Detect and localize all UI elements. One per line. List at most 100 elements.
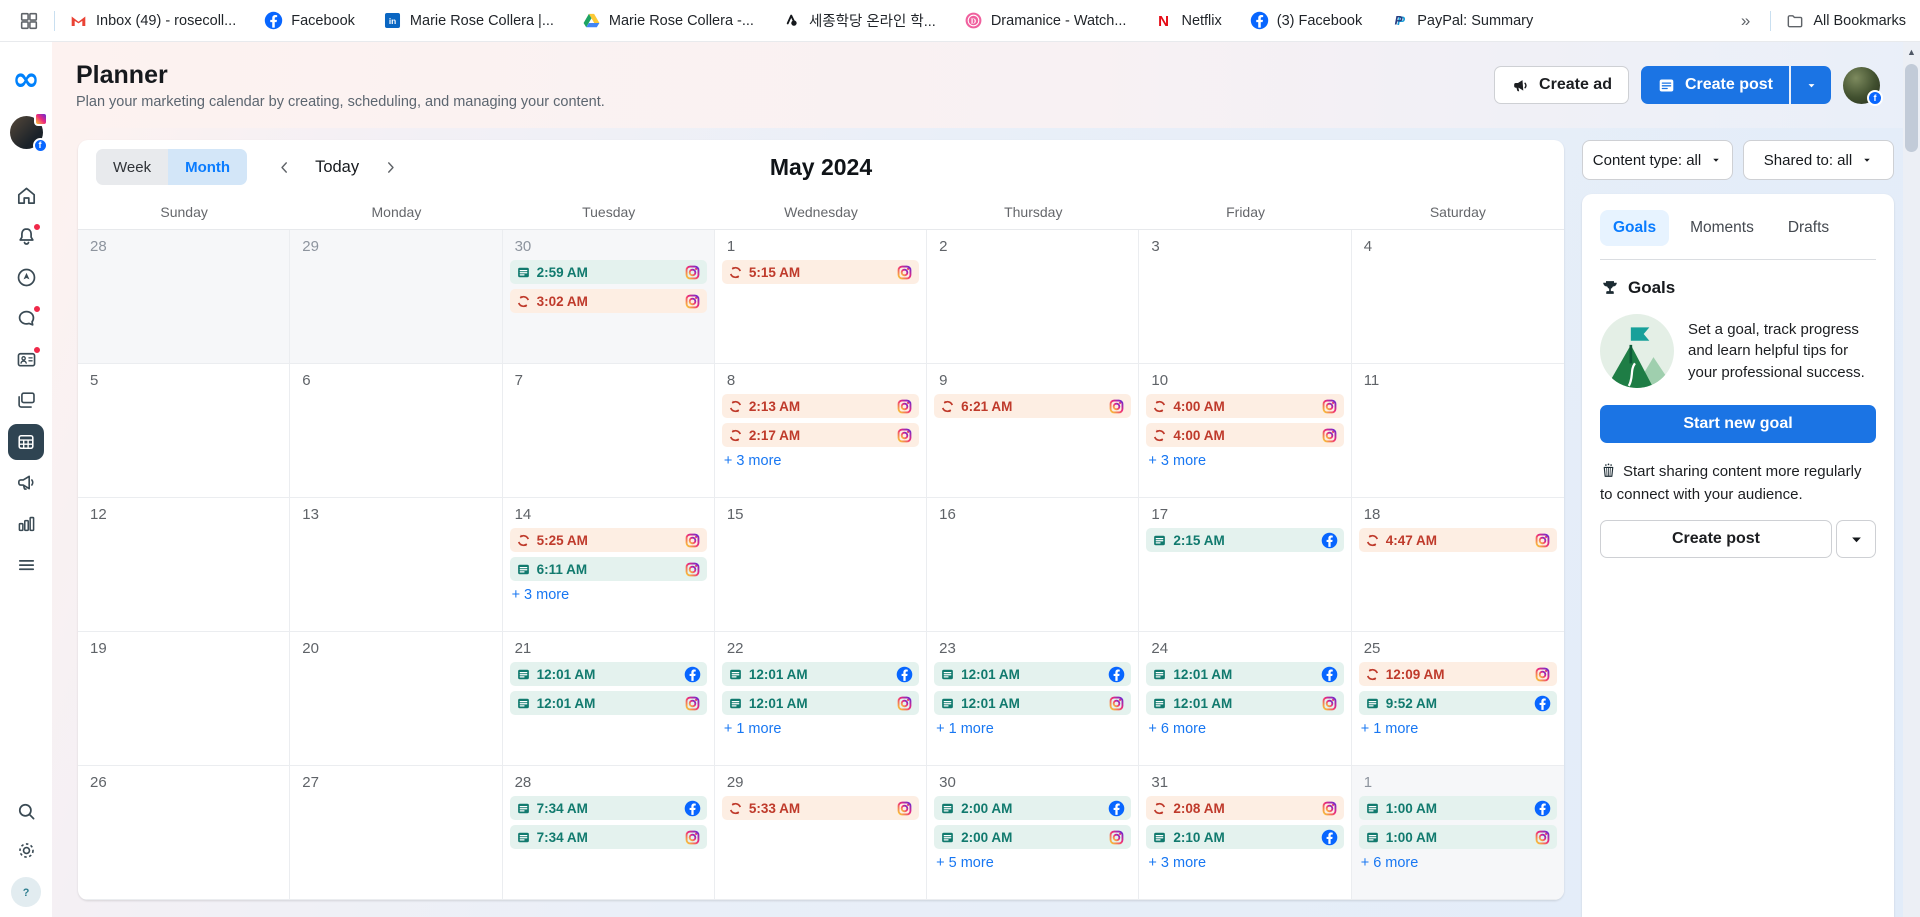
calendar-event[interactable]: 2:10 AM	[1146, 825, 1344, 849]
more-events-link[interactable]: + 3 more	[723, 453, 782, 469]
calendar-event[interactable]: 12:09 AM	[1358, 662, 1557, 686]
create-post-secondary-dropdown-button[interactable]	[1836, 520, 1876, 558]
more-events-link[interactable]: + 6 more	[1148, 721, 1207, 737]
scrollbar-track[interactable]: ▲	[1903, 42, 1920, 917]
calendar-event[interactable]: 6:21 AM	[934, 394, 1132, 418]
create-ad-button[interactable]: Create ad	[1494, 66, 1629, 104]
sidebar-item-planner[interactable]	[7, 421, 45, 462]
calendar-event[interactable]: 2:08 AM	[1146, 796, 1344, 820]
today-button[interactable]: Today	[301, 158, 373, 177]
bookmark-item[interactable]: (3) Facebook	[1250, 11, 1362, 30]
calendar-day-cell[interactable]: 30 2:00 AM 2:00 AM + 5 more	[927, 766, 1140, 900]
business-avatar[interactable]: f	[9, 112, 48, 153]
calendar-day-cell[interactable]: 11	[1351, 364, 1564, 498]
calendar-day-cell[interactable]: 14 5:25 AM 6:11 AM + 3 more	[502, 498, 715, 632]
calendar-day-cell[interactable]: 4	[1351, 230, 1564, 364]
calendar-event[interactable]: 5:25 AM	[509, 528, 707, 552]
bookmark-item[interactable]: in Marie Rose Collera |...	[383, 11, 554, 30]
calendar-day-cell[interactable]: 10 4:00 AM 4:00 AM + 3 more	[1139, 364, 1352, 498]
calendar-event[interactable]: 12:01 AM	[934, 662, 1132, 686]
calendar-event[interactable]: 2:59 AM	[509, 260, 707, 284]
sidebar-item-search[interactable]	[7, 799, 45, 823]
sidebar-item-boost[interactable]	[7, 257, 45, 298]
bookmark-item[interactable]: D Dramanice - Watch...	[964, 11, 1126, 30]
sidebar-item-home[interactable]	[7, 175, 45, 216]
calendar-event[interactable]: 12:01 AM	[934, 691, 1132, 715]
sidebar-item-settings[interactable]	[7, 838, 45, 862]
more-events-link[interactable]: + 1 more	[936, 721, 994, 737]
calendar-event[interactable]: 4:00 AM	[1146, 423, 1344, 447]
calendar-day-cell[interactable]: 7	[502, 364, 715, 498]
calendar-day-cell[interactable]: 31 2:08 AM 2:10 AM + 3 more	[1139, 766, 1352, 900]
more-events-link[interactable]: + 5 more	[936, 855, 994, 871]
calendar-event[interactable]: 2:17 AM	[721, 423, 920, 447]
week-toggle[interactable]: Week	[96, 149, 169, 185]
tab-moments[interactable]: Moments	[1677, 210, 1767, 246]
calendar-day-cell[interactable]: 13	[290, 498, 503, 632]
scrollbar-thumb[interactable]	[1905, 64, 1918, 152]
sidebar-item-content[interactable]	[7, 380, 45, 421]
calendar-day-cell[interactable]: 8 2:13 AM 2:17 AM + 3 more	[714, 364, 928, 498]
calendar-event[interactable]: 5:33 AM	[721, 796, 920, 820]
month-toggle[interactable]: Month	[168, 149, 248, 185]
calendar-day-cell[interactable]: 15	[714, 498, 928, 632]
calendar-day-cell[interactable]: 2	[927, 230, 1140, 364]
more-events-link[interactable]: + 3 more	[1148, 453, 1207, 469]
next-month-button[interactable]	[373, 150, 407, 184]
calendar-event[interactable]: 1:00 AM	[1358, 796, 1557, 820]
content-type-filter[interactable]: Content type: all	[1582, 140, 1733, 180]
bookmark-item[interactable]: Facebook	[264, 11, 355, 30]
create-post-button[interactable]: Create post	[1640, 66, 1789, 104]
calendar-event[interactable]: 12:01 AM	[509, 662, 707, 686]
calendar-event[interactable]: 1:00 AM	[1358, 825, 1557, 849]
sidebar-item-all-tools[interactable]	[7, 544, 45, 585]
calendar-event[interactable]: 2:00 AM	[934, 825, 1132, 849]
calendar-day-cell[interactable]: 18 4:47 AM	[1351, 498, 1564, 632]
bookmark-item[interactable]: 세종학당 온라인 학...	[782, 10, 936, 31]
sidebar-item-help[interactable]: ?	[11, 877, 41, 907]
calendar-event[interactable]: 12:01 AM	[721, 691, 920, 715]
calendar-day-cell[interactable]: 20	[290, 632, 503, 766]
apps-grid-icon[interactable]	[18, 10, 40, 32]
calendar-day-cell[interactable]: 23 12:01 AM 12:01 AM + 1 more	[927, 632, 1140, 766]
calendar-event[interactable]: 12:01 AM	[1146, 691, 1344, 715]
sidebar-item-notifications[interactable]	[7, 216, 45, 257]
calendar-day-cell[interactable]: 19	[78, 632, 291, 766]
bookmark-item[interactable]: N Netflix	[1154, 11, 1222, 31]
calendar-event[interactable]: 12:01 AM	[1146, 662, 1344, 686]
more-events-link[interactable]: + 3 more	[1148, 855, 1207, 871]
calendar-event[interactable]: 7:34 AM	[509, 825, 707, 849]
calendar-day-cell[interactable]: 6	[290, 364, 503, 498]
calendar-event[interactable]: 9:52 AM	[1358, 691, 1557, 715]
calendar-event[interactable]: 12:01 AM	[509, 691, 707, 715]
calendar-event[interactable]: 6:11 AM	[509, 557, 707, 581]
calendar-day-cell[interactable]: 29 5:33 AM	[714, 766, 928, 900]
all-bookmarks-label[interactable]: All Bookmarks	[1813, 12, 1906, 29]
more-events-link[interactable]: + 6 more	[1360, 855, 1419, 871]
bookmarks-overflow-chevron[interactable]: »	[1740, 10, 1751, 30]
calendar-day-cell[interactable]: 29	[290, 230, 503, 364]
calendar-day-cell[interactable]: 17 2:15 AM	[1139, 498, 1352, 632]
more-events-link[interactable]: + 1 more	[1360, 721, 1419, 737]
calendar-day-cell[interactable]: 12	[78, 498, 291, 632]
calendar-day-cell[interactable]: 9 6:21 AM	[927, 364, 1140, 498]
calendar-event[interactable]: 7:34 AM	[509, 796, 707, 820]
calendar-event[interactable]: 2:00 AM	[934, 796, 1132, 820]
calendar-day-cell[interactable]: 1 5:15 AM	[714, 230, 928, 364]
more-events-link[interactable]: + 1 more	[723, 721, 782, 737]
sidebar-item-insights[interactable]	[7, 503, 45, 544]
prev-month-button[interactable]	[267, 150, 301, 184]
calendar-event[interactable]: 2:15 AM	[1146, 528, 1344, 552]
start-new-goal-button[interactable]: Start new goal	[1600, 405, 1876, 443]
calendar-day-cell[interactable]: 22 12:01 AM 12:01 AM + 1 more	[714, 632, 928, 766]
tab-goals[interactable]: Goals	[1600, 210, 1670, 246]
sidebar-item-inbox-chat[interactable]	[7, 298, 45, 339]
calendar-day-cell[interactable]: 1 1:00 AM 1:00 AM + 6 more	[1351, 766, 1564, 900]
calendar-event[interactable]: 2:13 AM	[721, 394, 920, 418]
calendar-day-cell[interactable]: 28 7:34 AM 7:34 AM	[502, 766, 715, 900]
calendar-event[interactable]: 12:01 AM	[721, 662, 920, 686]
calendar-event[interactable]: 4:47 AM	[1358, 528, 1557, 552]
more-events-link[interactable]: + 3 more	[511, 587, 570, 603]
calendar-event[interactable]: 4:00 AM	[1146, 394, 1344, 418]
calendar-event[interactable]: 3:02 AM	[509, 289, 707, 313]
